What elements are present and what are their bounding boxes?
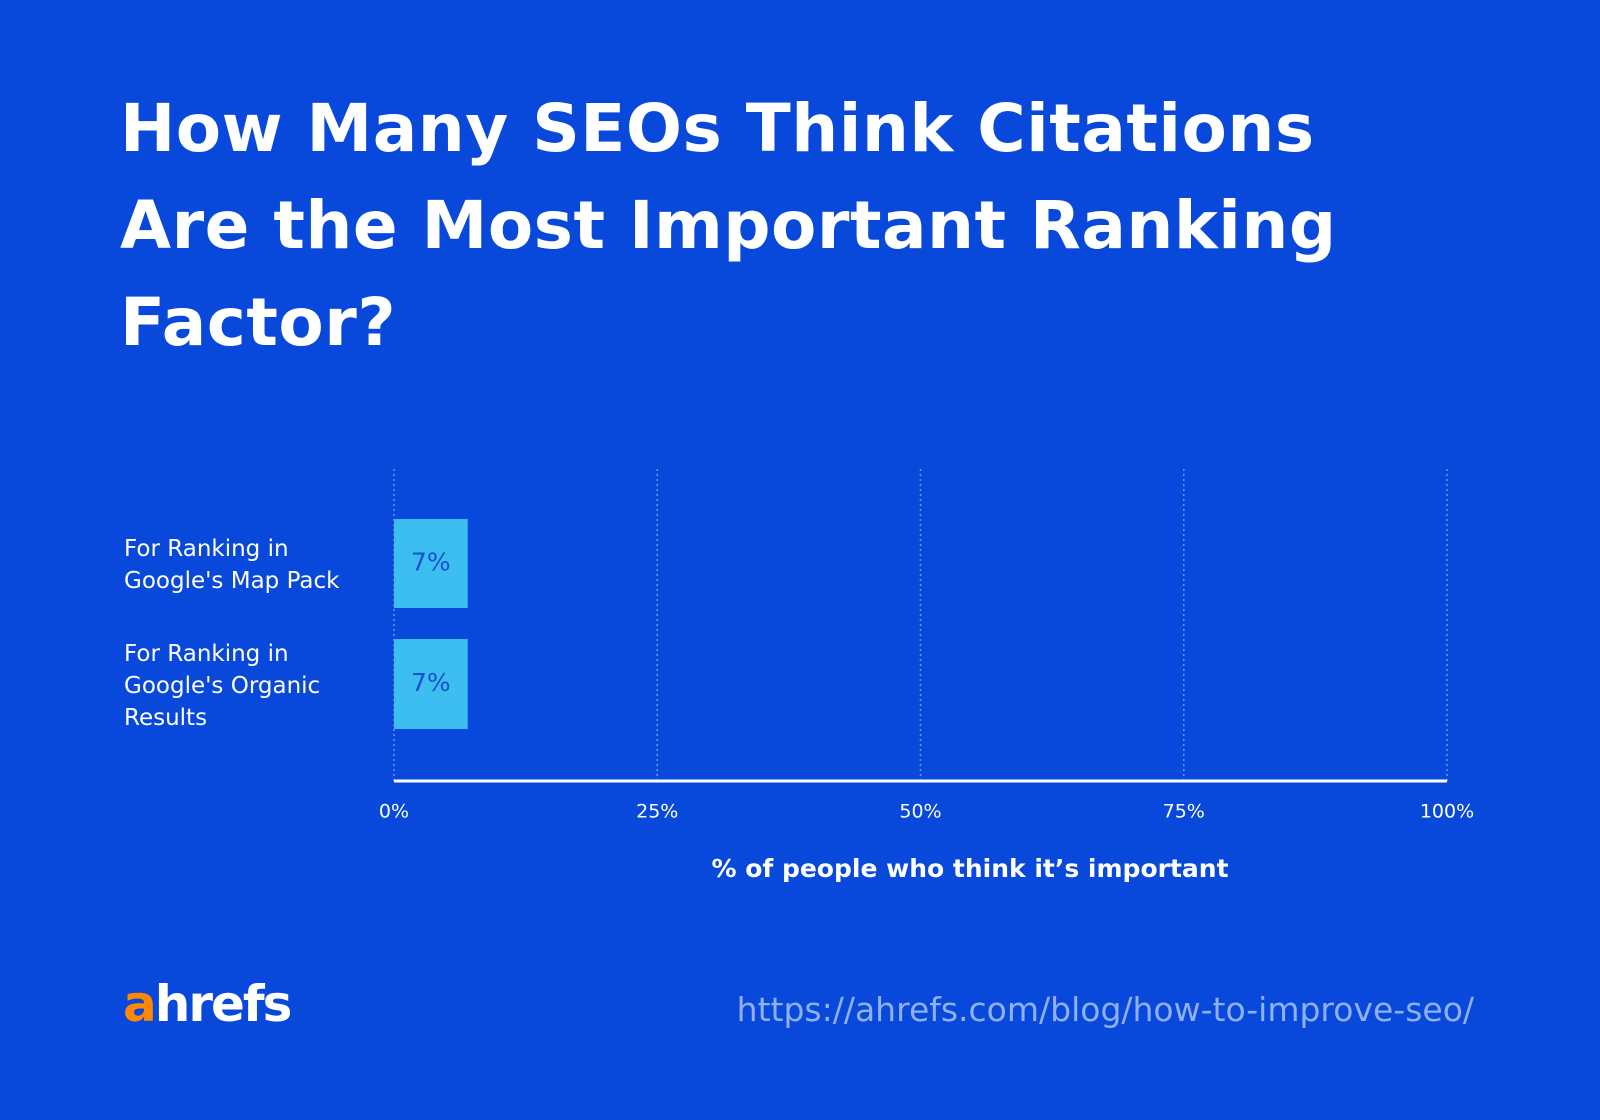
logo: ahrefs: [123, 975, 292, 1033]
bar: [394, 639, 468, 729]
value-label: 7%: [411, 668, 451, 697]
chart-title: How Many SEOs Think Citations Are the Mo…: [120, 90, 1337, 361]
x-tick-label: 75%: [1163, 801, 1205, 823]
x-tick-label: 25%: [636, 801, 678, 823]
category-label: For Ranking in Google's Map Pack: [124, 536, 340, 594]
source-url: https://ahrefs.com/blog/how-to-improve-s…: [736, 990, 1474, 1029]
x-tick-label: 0%: [379, 801, 409, 823]
x-tick-label: 100%: [1420, 801, 1474, 823]
category-label: For Ranking in Google's Organic Results: [124, 641, 321, 731]
x-axis-title: % of people who think it’s important: [711, 854, 1228, 883]
x-tick-label: 50%: [899, 801, 941, 823]
bar: [394, 519, 468, 608]
value-label: 7%: [411, 548, 451, 577]
